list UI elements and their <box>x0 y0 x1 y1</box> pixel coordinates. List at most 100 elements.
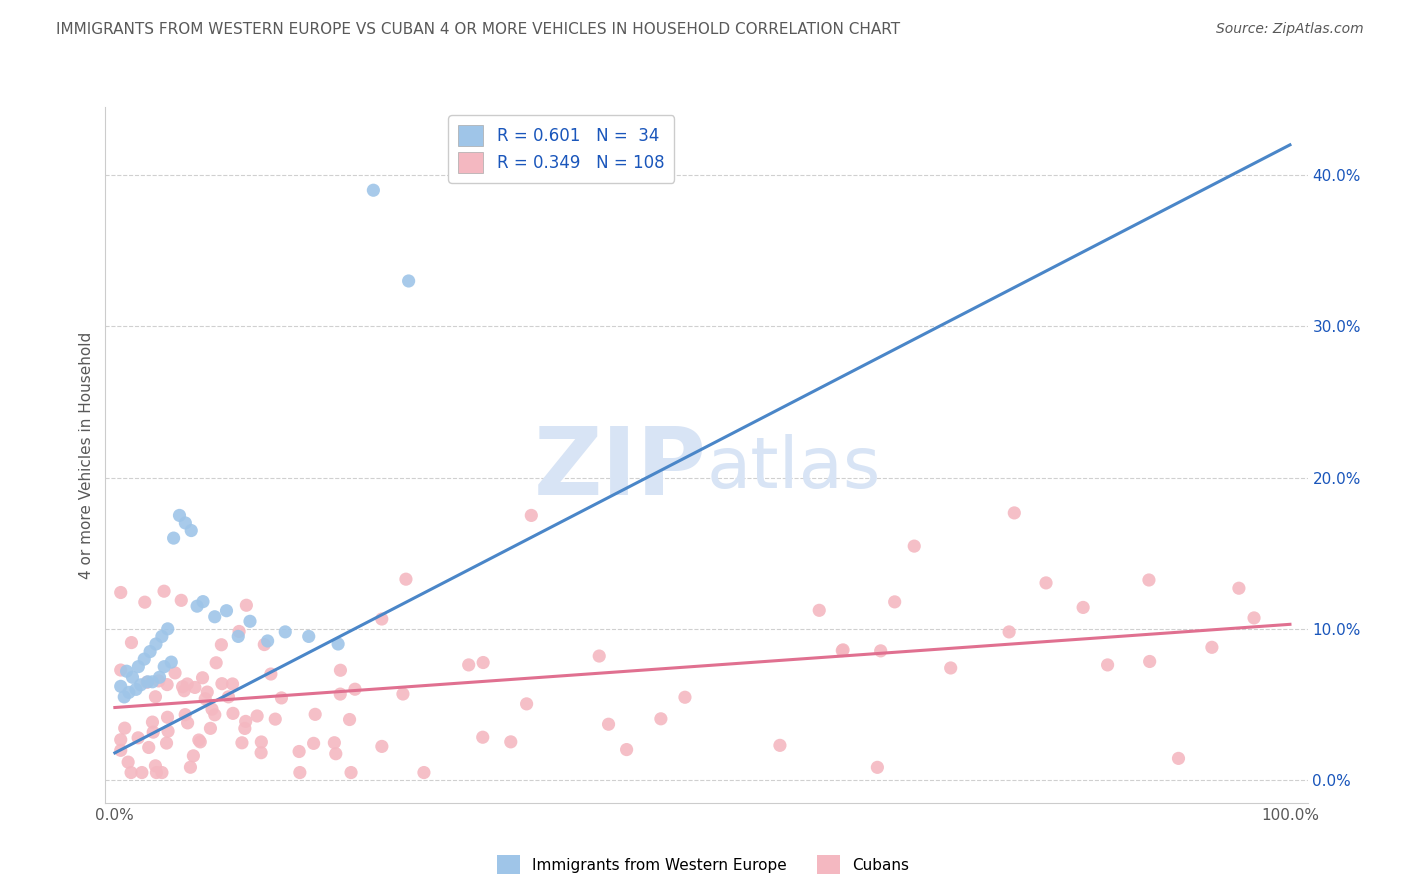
Point <box>120 635 142 649</box>
Point <box>326 637 349 651</box>
Point <box>650 712 672 726</box>
Point <box>398 274 420 288</box>
Point <box>127 659 149 673</box>
Point <box>343 682 366 697</box>
Point <box>939 661 962 675</box>
Point <box>195 685 218 699</box>
Point <box>148 670 170 684</box>
Point <box>204 609 226 624</box>
Point <box>127 731 149 745</box>
Point <box>114 721 136 735</box>
Point <box>176 715 198 730</box>
Point <box>371 612 394 626</box>
Point <box>145 759 167 773</box>
Point <box>136 674 159 689</box>
Point <box>179 760 201 774</box>
Point <box>170 593 193 607</box>
Point <box>150 629 173 643</box>
Point <box>174 707 197 722</box>
Point <box>138 740 160 755</box>
Point <box>1097 657 1119 672</box>
Point <box>1035 575 1057 590</box>
Point <box>288 765 311 780</box>
Point <box>304 707 326 722</box>
Point <box>112 690 135 704</box>
Point <box>156 677 179 691</box>
Point <box>176 677 198 691</box>
Point <box>499 735 522 749</box>
Point <box>145 765 167 780</box>
Point <box>117 755 139 769</box>
Point <box>156 622 179 636</box>
Point <box>172 680 194 694</box>
Point <box>217 690 239 704</box>
Point <box>141 674 163 689</box>
Point <box>174 516 197 530</box>
Point <box>233 722 256 736</box>
Point <box>325 747 347 761</box>
Point <box>194 691 217 706</box>
Point <box>516 697 538 711</box>
Point <box>129 678 152 692</box>
Y-axis label: 4 or more Vehicles in Household: 4 or more Vehicles in Household <box>79 331 94 579</box>
Point <box>205 656 228 670</box>
Point <box>186 599 208 614</box>
Point <box>256 634 278 648</box>
Point <box>153 584 176 599</box>
Point <box>235 714 257 729</box>
Point <box>392 687 415 701</box>
Point <box>413 765 436 780</box>
Point <box>200 722 222 736</box>
Legend: Immigrants from Western Europe, Cubans: Immigrants from Western Europe, Cubans <box>491 849 915 880</box>
Point <box>191 594 214 608</box>
Point <box>250 735 273 749</box>
Point <box>228 624 250 639</box>
Point <box>121 670 143 684</box>
Point <box>215 604 238 618</box>
Point <box>253 638 276 652</box>
Point <box>339 713 361 727</box>
Point <box>264 712 287 726</box>
Point <box>235 599 257 613</box>
Text: Source: ZipAtlas.com: Source: ZipAtlas.com <box>1216 22 1364 37</box>
Point <box>250 746 273 760</box>
Point <box>616 742 638 756</box>
Text: ZIP: ZIP <box>534 423 707 515</box>
Point <box>270 690 292 705</box>
Point <box>204 707 226 722</box>
Point <box>145 637 167 651</box>
Point <box>187 733 209 747</box>
Point <box>156 710 179 724</box>
Point <box>260 667 283 681</box>
Point <box>188 735 211 749</box>
Point <box>808 603 831 617</box>
Point <box>471 730 494 744</box>
Point <box>239 615 262 629</box>
Point <box>831 643 853 657</box>
Point <box>153 659 176 673</box>
Point <box>472 656 495 670</box>
Point <box>363 183 385 197</box>
Point <box>173 683 195 698</box>
Point <box>298 629 321 643</box>
Point <box>183 748 205 763</box>
Point <box>211 676 233 690</box>
Point <box>329 663 352 677</box>
Point <box>832 643 855 657</box>
Point <box>340 765 363 780</box>
Point <box>1167 751 1189 765</box>
Point <box>136 675 159 690</box>
Text: atlas: atlas <box>707 434 882 503</box>
Point <box>231 736 253 750</box>
Point <box>141 715 163 730</box>
Point <box>145 690 167 704</box>
Point <box>998 624 1021 639</box>
Point <box>323 736 346 750</box>
Legend: R = 0.601   N =  34, R = 0.349   N = 108: R = 0.601 N = 34, R = 0.349 N = 108 <box>449 115 673 183</box>
Point <box>165 665 187 680</box>
Point <box>125 682 148 697</box>
Point <box>302 736 325 750</box>
Point <box>274 624 297 639</box>
Point <box>371 739 394 754</box>
Point <box>134 595 156 609</box>
